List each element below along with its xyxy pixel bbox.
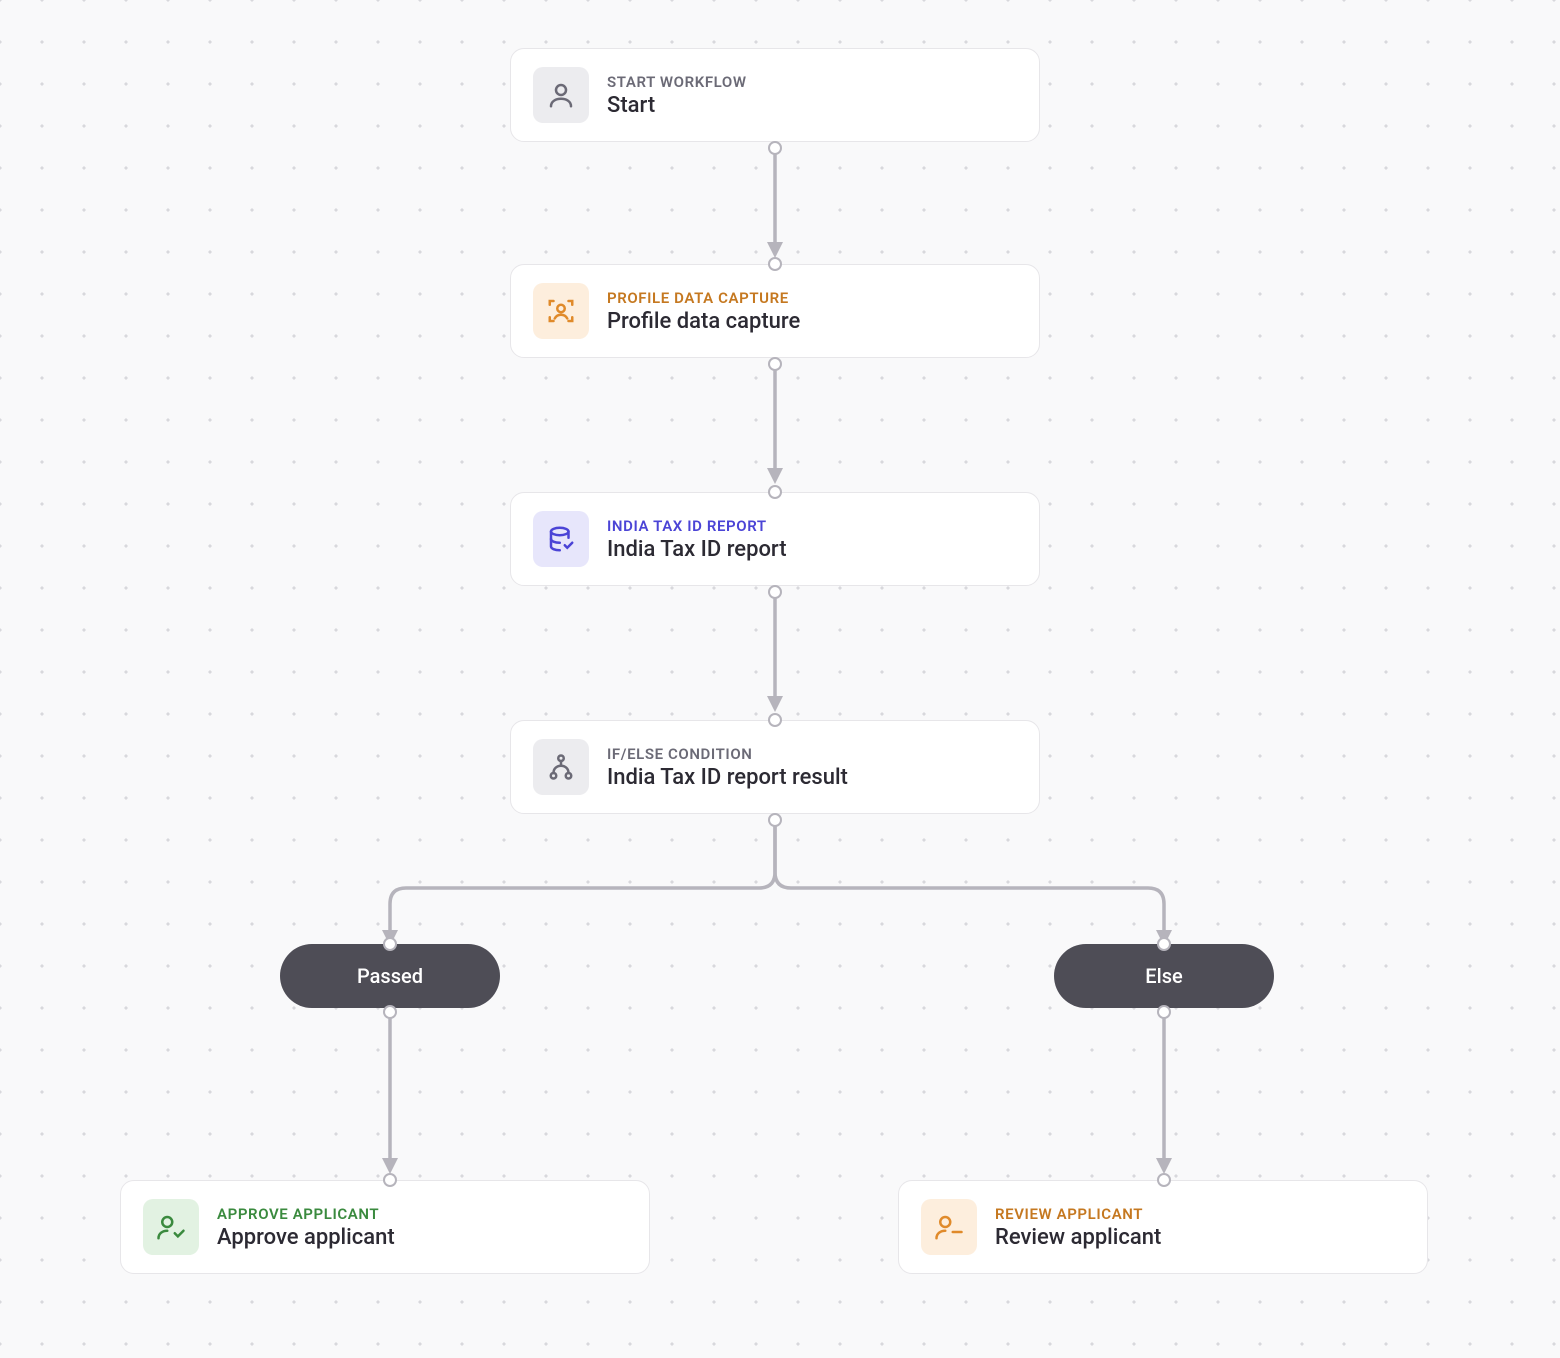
user-minus-icon <box>921 1199 977 1255</box>
port-out[interactable] <box>768 141 782 155</box>
port-in[interactable] <box>768 713 782 727</box>
edge-profile-india <box>775 364 776 492</box>
node-tag: REVIEW APPLICANT <box>995 1205 1161 1223</box>
port-out[interactable] <box>383 1005 397 1019</box>
node-condition[interactable]: IF/ELSE CONDITION India Tax ID report re… <box>510 720 1040 814</box>
port-in[interactable] <box>383 937 397 951</box>
node-india[interactable]: INDIA TAX ID REPORT India Tax ID report <box>510 492 1040 586</box>
edge-india-cond <box>775 592 776 720</box>
port-out[interactable] <box>768 357 782 371</box>
user-check-icon <box>143 1199 199 1255</box>
branch-pill-else[interactable]: Else <box>1054 944 1274 1008</box>
port-in[interactable] <box>383 1173 397 1187</box>
node-title: Start <box>607 93 747 118</box>
node-tag: PROFILE DATA CAPTURE <box>607 289 800 307</box>
node-title: Approve applicant <box>217 1225 395 1250</box>
user-icon <box>533 67 589 123</box>
branch-icon <box>533 739 589 795</box>
node-review[interactable]: REVIEW APPLICANT Review applicant <box>898 1180 1428 1274</box>
node-tag: IF/ELSE CONDITION <box>607 745 848 763</box>
node-approve[interactable]: APPROVE APPLICANT Approve applicant <box>120 1180 650 1274</box>
node-profile[interactable]: PROFILE DATA CAPTURE Profile data captur… <box>510 264 1040 358</box>
node-tag: START WORKFLOW <box>607 73 747 91</box>
branch-pill-passed[interactable]: Passed <box>280 944 500 1008</box>
edge-else-review <box>1164 1012 1165 1180</box>
workflow-canvas: START WORKFLOW Start PROFILE DATA CAPTUR… <box>0 0 1560 1358</box>
edge-start-profile <box>775 148 776 264</box>
node-title: Review applicant <box>995 1225 1161 1250</box>
node-tag: INDIA TAX ID REPORT <box>607 517 787 535</box>
node-start[interactable]: START WORKFLOW Start <box>510 48 1040 142</box>
edge-passed-approve <box>390 1012 391 1180</box>
node-tag: APPROVE APPLICANT <box>217 1205 395 1223</box>
scan-user-icon <box>533 283 589 339</box>
port-out[interactable] <box>1157 1005 1171 1019</box>
port-out[interactable] <box>768 813 782 827</box>
port-in[interactable] <box>768 257 782 271</box>
port-in[interactable] <box>1157 1173 1171 1187</box>
database-check-icon <box>533 511 589 567</box>
port-in[interactable] <box>768 485 782 499</box>
port-out[interactable] <box>768 585 782 599</box>
node-title: India Tax ID report <box>607 537 787 562</box>
pill-label: Passed <box>357 964 423 988</box>
pill-label: Else <box>1145 964 1182 988</box>
node-title: Profile data capture <box>607 309 800 334</box>
port-in[interactable] <box>1157 937 1171 951</box>
node-title: India Tax ID report result <box>607 765 848 790</box>
